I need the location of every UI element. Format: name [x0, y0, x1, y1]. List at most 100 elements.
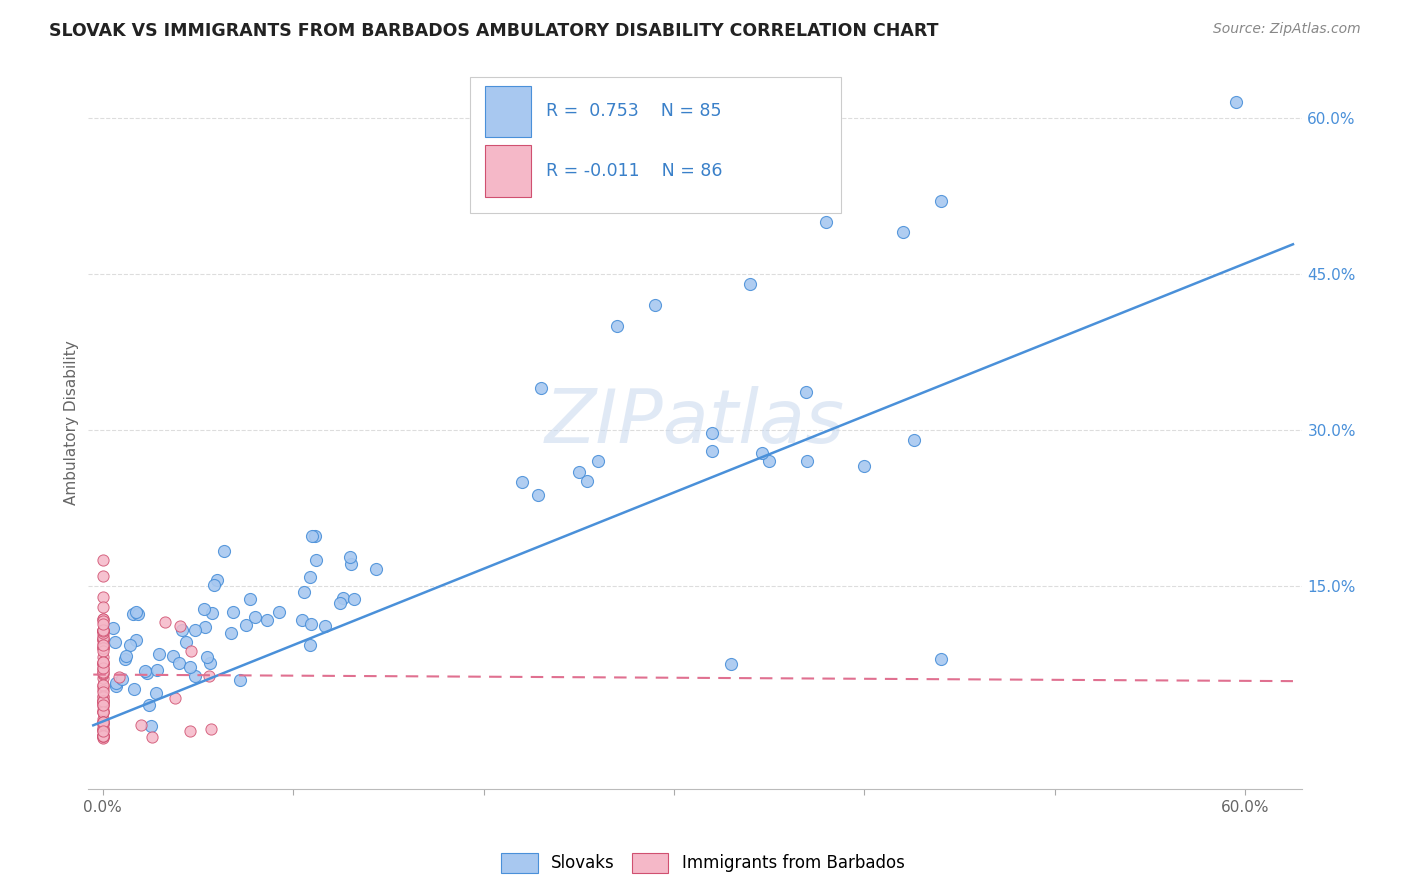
- Point: [138, 698, 160, 712]
- Point: [91, 553, 114, 567]
- Point: [91, 694, 114, 708]
- Point: [122, 607, 145, 621]
- Point: [91, 723, 114, 738]
- Point: [91, 716, 114, 731]
- Point: [125, 633, 148, 648]
- Point: [91, 723, 114, 738]
- Point: [91, 624, 114, 638]
- Point: [91, 728, 114, 742]
- Point: [301, 529, 323, 543]
- Point: [91, 599, 114, 614]
- Point: [163, 690, 186, 705]
- Point: [91, 699, 114, 714]
- Point: [91, 721, 114, 735]
- Point: [606, 318, 628, 333]
- Point: [205, 574, 228, 588]
- FancyBboxPatch shape: [485, 86, 531, 136]
- Point: [170, 623, 193, 637]
- Point: [180, 644, 202, 658]
- Point: [91, 641, 114, 656]
- Point: [794, 385, 817, 400]
- Point: [91, 714, 114, 729]
- Point: [162, 648, 184, 663]
- Text: Source: ZipAtlas.com: Source: ZipAtlas.com: [1213, 22, 1361, 37]
- Point: [145, 663, 167, 677]
- Point: [91, 729, 114, 743]
- Point: [91, 649, 114, 664]
- Point: [91, 656, 114, 670]
- Text: R =  0.753    N = 85: R = 0.753 N = 85: [546, 103, 721, 120]
- Point: [104, 675, 127, 690]
- Point: [91, 661, 114, 675]
- Point: [530, 381, 553, 395]
- Point: [91, 625, 114, 640]
- Point: [364, 561, 387, 575]
- Point: [91, 693, 114, 707]
- Point: [91, 715, 114, 730]
- Text: R = -0.011    N = 86: R = -0.011 N = 86: [546, 162, 723, 180]
- Point: [758, 454, 780, 468]
- Point: [114, 652, 136, 666]
- Point: [222, 605, 245, 619]
- Point: [198, 669, 221, 683]
- Point: [91, 616, 114, 631]
- Point: [198, 657, 221, 671]
- Point: [815, 215, 838, 229]
- Point: [228, 673, 250, 687]
- Point: [339, 549, 361, 564]
- Point: [125, 605, 148, 619]
- Point: [256, 613, 278, 627]
- Point: [91, 712, 114, 726]
- Point: [129, 718, 152, 732]
- Point: [91, 632, 114, 646]
- Point: [239, 591, 262, 606]
- Point: [91, 697, 114, 711]
- Point: [91, 697, 114, 711]
- Point: [91, 623, 114, 637]
- Point: [91, 731, 114, 745]
- Point: [148, 648, 170, 662]
- Point: [104, 679, 127, 693]
- Point: [91, 698, 114, 712]
- Point: [299, 639, 322, 653]
- Point: [305, 552, 328, 566]
- Point: [91, 694, 114, 708]
- Point: [245, 609, 267, 624]
- Point: [91, 657, 114, 671]
- Point: [294, 584, 316, 599]
- Point: [343, 592, 366, 607]
- Point: [91, 640, 114, 655]
- Point: [91, 731, 114, 745]
- Point: [91, 677, 114, 691]
- FancyBboxPatch shape: [470, 78, 841, 213]
- Point: [212, 544, 235, 558]
- Point: [200, 722, 222, 736]
- Point: [91, 705, 114, 719]
- Point: [91, 624, 114, 638]
- Point: [153, 615, 176, 630]
- Point: [91, 690, 114, 705]
- Point: [527, 488, 550, 502]
- Point: [179, 660, 201, 674]
- Text: SLOVAK VS IMMIGRANTS FROM BARBADOS AMBULATORY DISABILITY CORRELATION CHART: SLOVAK VS IMMIGRANTS FROM BARBADOS AMBUL…: [49, 22, 939, 40]
- Point: [720, 657, 742, 672]
- Point: [107, 670, 129, 684]
- Point: [111, 673, 134, 687]
- Point: [169, 619, 191, 633]
- Point: [1225, 95, 1247, 109]
- Point: [235, 618, 257, 632]
- Point: [91, 663, 114, 677]
- Point: [169, 656, 191, 670]
- Point: [91, 655, 114, 669]
- Point: [91, 680, 114, 694]
- Point: [91, 678, 114, 692]
- Point: [193, 602, 215, 616]
- Point: [91, 705, 114, 719]
- Y-axis label: Ambulatory Disability: Ambulatory Disability: [65, 340, 79, 505]
- Point: [510, 475, 533, 489]
- Point: [184, 624, 207, 638]
- Point: [91, 684, 114, 698]
- Point: [299, 570, 322, 584]
- Point: [644, 298, 666, 312]
- Point: [91, 723, 114, 737]
